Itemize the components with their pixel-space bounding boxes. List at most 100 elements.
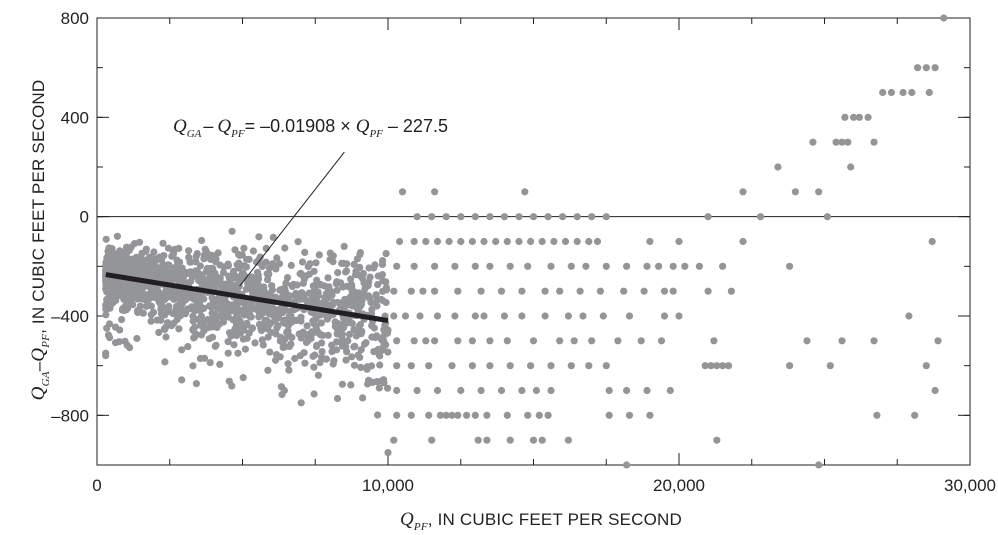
data-point (219, 269, 228, 277)
data-point (433, 312, 442, 320)
data-point (425, 362, 433, 370)
data-point (236, 324, 244, 332)
data-point (436, 411, 444, 419)
y-tick-label: 0 (80, 208, 89, 227)
data-point (165, 290, 173, 298)
data-point (338, 380, 346, 388)
data-point (431, 337, 439, 345)
data-point (483, 411, 491, 419)
data-point (270, 309, 278, 317)
data-point (228, 227, 236, 235)
data-point (756, 213, 765, 221)
data-point (541, 287, 549, 295)
data-point (471, 262, 479, 270)
data-point (155, 328, 163, 337)
data-point (931, 386, 939, 395)
data-point (320, 298, 328, 306)
data-point (189, 325, 197, 334)
data-point (273, 254, 281, 262)
equation-pointer-line (239, 151, 345, 287)
data-point (298, 258, 307, 266)
data-point (184, 343, 192, 351)
data-point (486, 262, 494, 270)
data-point (161, 358, 169, 366)
data-point (211, 258, 220, 266)
data-point (288, 282, 296, 290)
data-point (330, 357, 338, 365)
data-point (850, 113, 858, 121)
data-point (178, 376, 186, 384)
data-point (585, 237, 593, 246)
data-point (579, 312, 587, 320)
data-point (497, 386, 506, 395)
data-point (637, 337, 645, 345)
data-point (252, 288, 260, 296)
data-point (442, 213, 450, 221)
data-point (296, 352, 304, 360)
data-point (350, 260, 358, 268)
data-point (159, 303, 167, 311)
data-point (249, 247, 257, 255)
data-point (247, 313, 255, 321)
data-point (873, 411, 881, 419)
data-point (258, 336, 266, 344)
data-point (905, 312, 913, 320)
data-point (164, 244, 173, 252)
data-point (500, 312, 508, 320)
data-point (474, 436, 482, 444)
data-point (425, 411, 433, 419)
data-point (255, 233, 263, 241)
data-points (102, 14, 948, 469)
data-point (309, 282, 317, 290)
data-point (922, 64, 930, 72)
data-point (142, 262, 150, 270)
data-point (353, 304, 361, 312)
data-point (567, 362, 575, 370)
data-point (675, 312, 683, 320)
data-point (131, 289, 139, 297)
data-point (178, 288, 187, 296)
data-point (401, 312, 410, 320)
data-point (410, 337, 418, 345)
data-point (341, 295, 349, 304)
data-point (374, 281, 382, 289)
x-axis-label: QPF, IN CUBIC FEET PER SECOND (400, 509, 682, 533)
data-point (486, 213, 494, 221)
data-point (242, 285, 250, 293)
data-point (538, 237, 546, 246)
data-point (870, 337, 878, 345)
data-point (931, 64, 939, 72)
data-point (175, 294, 183, 302)
data-point (102, 235, 110, 243)
data-point (107, 253, 115, 261)
data-point (381, 331, 389, 339)
data-point (841, 113, 849, 121)
data-point (347, 381, 355, 389)
data-point (838, 337, 846, 345)
data-point (345, 330, 354, 338)
data-point (713, 436, 721, 444)
data-point (332, 280, 340, 288)
data-point (243, 320, 251, 329)
data-point (454, 411, 462, 419)
data-point (500, 213, 508, 221)
data-point (887, 88, 896, 97)
data-point (497, 287, 506, 295)
data-point (379, 277, 387, 285)
data-point (357, 363, 365, 371)
data-point (623, 262, 631, 270)
y-tick-label: 400 (61, 108, 89, 127)
data-point (492, 237, 500, 246)
data-point (257, 324, 265, 333)
data-point (428, 213, 436, 221)
data-point (480, 237, 488, 246)
data-point (908, 88, 916, 97)
data-point (582, 262, 590, 270)
data-point (223, 300, 231, 308)
data-point (181, 310, 189, 318)
data-point (486, 337, 494, 345)
data-point (356, 263, 364, 271)
data-point (640, 287, 648, 295)
data-point (285, 342, 294, 350)
data-point (310, 363, 318, 371)
